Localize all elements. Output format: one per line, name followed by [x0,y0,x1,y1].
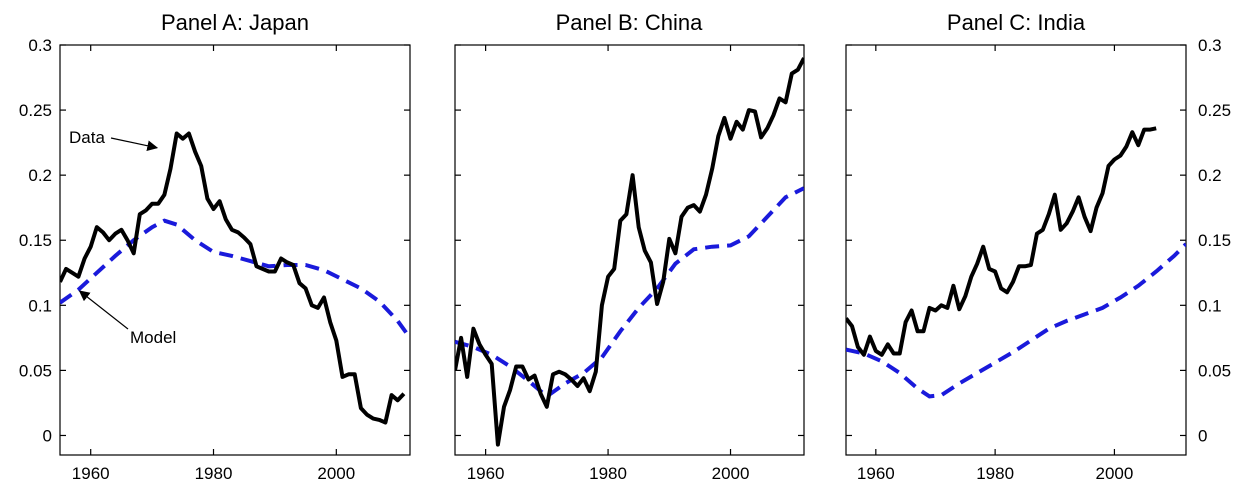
model-series-line [846,242,1186,399]
x-tick-label: 1980 [195,464,233,483]
y-tick-label: 0.3 [1198,36,1222,55]
x-tick-label: 2000 [1096,464,1134,483]
plot-frame [845,44,1187,456]
y-tick-label: 0 [1198,426,1207,445]
y-tick-label: 0.25 [19,101,52,120]
model-annotation-label: Model [130,328,176,347]
x-tick-label: 2000 [317,464,355,483]
y-tick-label: 0.25 [1198,101,1231,120]
x-tick-label: 2000 [712,464,750,483]
plot-frame [454,44,805,456]
x-tick-label: 1980 [589,464,627,483]
x-tick-label: 1980 [976,464,1014,483]
panel-india: Panel C: India 1960 1980 2000 0 0.05 0.1 0.15 0… [845,10,1231,483]
y-tick-label: 0 [43,426,52,445]
model-series-line [60,218,410,340]
panel-title: Panel C: India [947,10,1086,35]
plot-frame [59,44,411,456]
data-series-line [455,57,804,447]
x-tick-label: 1960 [467,464,505,483]
model-series-line [455,186,804,399]
panel-china: Panel B: China 1960 1980 2000 [454,10,805,483]
y-tick-label: 0.05 [19,361,52,380]
y-tick-label: 0.2 [1198,166,1222,185]
y-tick-label: 0.15 [19,231,52,250]
y-tick-label: 0.05 [1198,361,1231,380]
data-series-line [846,126,1157,357]
panel-japan: Panel A: Japan 1960 1980 2000 0 0.05 0.1 0.15 0… [19,10,411,483]
model-annotation-arrow [78,290,129,330]
data-annotation-label: Data [69,128,105,147]
panel-title: Panel A: Japan [161,10,309,35]
x-tick-label: 1960 [72,464,110,483]
panel-title: Panel B: China [556,10,704,35]
y-tick-label: 0.1 [28,296,52,315]
y-tick-label: 0.2 [28,166,52,185]
y-tick-label: 0.3 [28,36,52,55]
data-annotation-arrow [110,137,159,152]
x-tick-label: 1960 [857,464,895,483]
y-tick-label: 0.15 [1198,231,1231,250]
data-series-line [60,131,406,425]
y-tick-label: 0.1 [1198,296,1222,315]
